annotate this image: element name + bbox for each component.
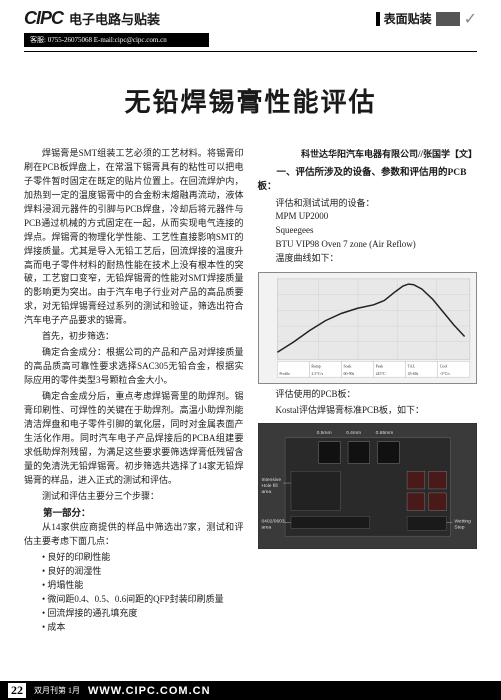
pcb-head: 评估使用的PCB板： xyxy=(258,388,478,402)
pcb-label-top1: 0.5mm xyxy=(316,430,331,436)
content-columns: 焊锡膏是SMT组装工艺必须的工艺材料。将锡膏印刷在PCB板焊盘上，在常温下锡膏具… xyxy=(0,147,501,635)
right-column: 科世达华阳汽车电器有限公司//张国学【文】 一、评估所涉及的设备、参数和评估用的… xyxy=(258,147,478,635)
svg-text:Profile: Profile xyxy=(279,372,290,376)
intro-para: 焊锡膏是SMT组装工艺必须的工艺材料。将锡膏印刷在PCB板焊盘上，在常温下锡膏具… xyxy=(24,147,244,328)
svg-text:Soak: Soak xyxy=(343,364,351,368)
pcb-label-top3: 0.65mm xyxy=(375,430,393,436)
pcb-icon xyxy=(436,12,460,26)
bullet-item: • 成本 xyxy=(24,621,244,635)
equip-item: Squeegees xyxy=(258,224,478,238)
svg-text:area: area xyxy=(261,489,271,495)
slash-icon: ✓ xyxy=(464,9,477,29)
svg-text:Ramp: Ramp xyxy=(311,364,320,368)
pcb-label-right: Wetting xyxy=(454,519,471,525)
pcb-reference-image: 0.5mm 0.4mm 0.65mm Intensive Hole fill a… xyxy=(258,423,478,549)
byline: 科世达华阳汽车电器有限公司//张国学【文】 xyxy=(258,147,478,160)
bullet-item: • 坍塌性能 xyxy=(24,579,244,593)
section-a-head: 一、评估所涉及的设备、参数和评估用的PCB板： xyxy=(258,166,478,195)
svg-text:60-90s: 60-90s xyxy=(343,372,354,376)
left-column: 焊锡膏是SMT组装工艺必须的工艺材料。将锡膏印刷在PCB板焊盘上，在常温下锡膏具… xyxy=(24,147,244,635)
svg-text:TAL: TAL xyxy=(407,364,415,368)
svg-text:2.5°C/s: 2.5°C/s xyxy=(311,372,323,376)
alloy-para: 确定合金成分：根据公司的产品和产品对焊接质量的高品质高可靠性要求选择SAC305… xyxy=(24,346,244,388)
svg-text:-3°C/s: -3°C/s xyxy=(439,372,450,376)
bullet-item: • 微间距0.4、0.5、0.6间距的QFP封装印刷质量 xyxy=(24,593,244,607)
logo-block: CIPC 电子电路与贴装 xyxy=(24,8,160,29)
flux-para: 确定合金成分后，重点考虑焊锡膏里的助焊剂。锡膏印刷性、可焊性的关键在于助焊剂。高… xyxy=(24,390,244,488)
bullet-item: • 良好的印刷性能 xyxy=(24,551,244,565)
contact-bar: 客服: 0755-26075068 E-mail:cipc@cipc.com.c… xyxy=(24,33,209,47)
page-number: 22 xyxy=(8,683,26,698)
svg-text:45-60s: 45-60s xyxy=(407,372,418,376)
article-title: 无铅焊锡膏性能评估 xyxy=(0,82,501,119)
equip-head: 评估和测试试用的设备： xyxy=(258,197,478,211)
pcb-label-top2: 0.4mm xyxy=(346,430,361,436)
page-footer: 22 双月刊第 1月 WWW.CIPC.COM.CN xyxy=(0,681,501,700)
svg-text:245°C: 245°C xyxy=(375,372,385,376)
header-rule xyxy=(24,51,477,52)
reflow-profile-chart: Profile Ramp 2.5°C/s Soak 60-90s Peak 245°C TAL… xyxy=(258,272,478,384)
curve-label: 温度曲线如下： xyxy=(258,252,478,266)
svg-text:Cool: Cool xyxy=(439,364,447,368)
logo-text: CIPC xyxy=(24,8,63,29)
svg-text:Peak: Peak xyxy=(375,364,383,368)
footer-url: WWW.CIPC.COM.CN xyxy=(88,685,211,697)
pcb-body: Kostal评估焊锡膏标准PCB板，如下： xyxy=(258,404,478,418)
step1-head: 首先，初步筛选： xyxy=(24,330,244,344)
bullet-item: • 良好的润湿性 xyxy=(24,565,244,579)
svg-text:Hole fill: Hole fill xyxy=(261,483,277,489)
logo-subtitle: 电子电路与贴装 xyxy=(69,9,160,28)
page-header: CIPC 电子电路与贴装 表面贴装 ✓ xyxy=(0,0,501,33)
issue-label: 双月刊第 1月 xyxy=(34,685,80,696)
bullet-item: • 回流焊接的通孔填充度 xyxy=(24,607,244,621)
equip-item: MPM UP2000 xyxy=(258,210,478,224)
equip-item: BTU VIP98 Oven 7 zone (Air Reflow) xyxy=(258,238,478,252)
svg-text:Step: Step xyxy=(454,525,464,531)
pcb-label-left1: Intensive xyxy=(261,477,281,483)
steps-intro: 测试和评估主要分三个步骤： xyxy=(24,490,244,504)
section1-head: 第一部分： xyxy=(24,505,244,519)
section1-body: 从14家供应商提供的样品中筛选出7家，测试和评估主要考虑下面几点： xyxy=(24,521,244,549)
pcb-label-left2: 0402/0603 xyxy=(261,519,284,525)
section-tag-label: 表面贴装 xyxy=(384,10,432,27)
tag-bar-icon xyxy=(376,12,380,26)
section-tag: 表面贴装 ✓ xyxy=(376,9,477,29)
svg-text:area: area xyxy=(261,525,271,531)
